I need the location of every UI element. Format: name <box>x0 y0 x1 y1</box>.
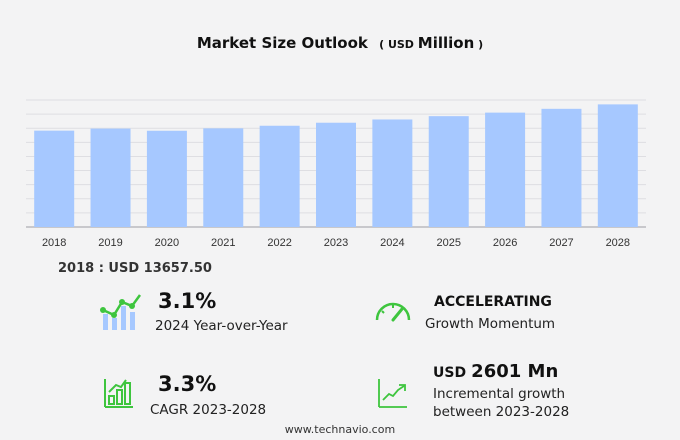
x-tick-label: 2018 <box>42 237 66 249</box>
bar-2020 <box>146 130 187 227</box>
momentum-value: ACCELERATING <box>434 294 552 310</box>
yoy-label: 2024 Year-over-Year <box>155 318 288 334</box>
x-tick-label: 2025 <box>436 237 460 249</box>
bar-2025 <box>428 116 469 227</box>
incremental-amount: 2601 Mn <box>471 361 559 382</box>
incremental-prefix: USD <box>433 365 467 381</box>
bar-2028 <box>597 104 638 227</box>
base-year-value: 2018 : USD 13657.50 <box>58 261 212 276</box>
bar-2027 <box>541 108 582 227</box>
yoy-value: 3.1% <box>158 289 217 313</box>
x-tick-label: 2021 <box>211 237 235 249</box>
incremental-value: USD 2601 Mn <box>433 361 558 382</box>
x-tick-label: 2024 <box>380 237 404 249</box>
unit-prefix: USD <box>387 38 414 51</box>
cagr-value: 3.3% <box>158 372 217 396</box>
growth-chart-icon <box>100 294 142 330</box>
x-tick-label: 2027 <box>549 237 573 249</box>
bar-chart: 2018 2019 2020 2021 2022 2023 2024 2025 2026 2027… <box>26 99 646 249</box>
footer-url: www.technavio.com <box>284 423 396 436</box>
incremental-label-1: Incremental growth <box>433 386 566 402</box>
cagr-chart-icon <box>104 379 133 408</box>
bar-2019 <box>90 128 131 227</box>
bar-2022 <box>259 125 300 227</box>
speedometer-icon <box>375 302 411 322</box>
incremental-growth-icon <box>378 379 407 408</box>
bar-2021 <box>203 128 244 227</box>
bar-2023 <box>316 122 356 227</box>
x-tick-label: 2022 <box>267 237 291 249</box>
cagr-label: CAGR 2023-2028 <box>150 402 267 418</box>
x-tick-label: 2019 <box>98 237 122 249</box>
x-tick-label: 2026 <box>493 237 517 249</box>
x-tick-label: 2020 <box>155 237 179 249</box>
bar-2018 <box>34 130 75 227</box>
unit-label: ( USD Million ) <box>379 34 484 52</box>
bar-2024 <box>372 119 413 227</box>
momentum-label: Growth Momentum <box>425 316 556 332</box>
x-tick-label: 2023 <box>324 237 348 249</box>
bar-2026 <box>485 112 526 227</box>
x-tick-label: 2028 <box>606 237 630 249</box>
incremental-label-2: between 2023-2028 <box>433 404 570 420</box>
unit-main: Million <box>417 34 475 52</box>
chart-title: Market Size Outlook ( USD Million ) <box>0 34 680 52</box>
title-text: Market Size Outlook <box>196 34 368 52</box>
